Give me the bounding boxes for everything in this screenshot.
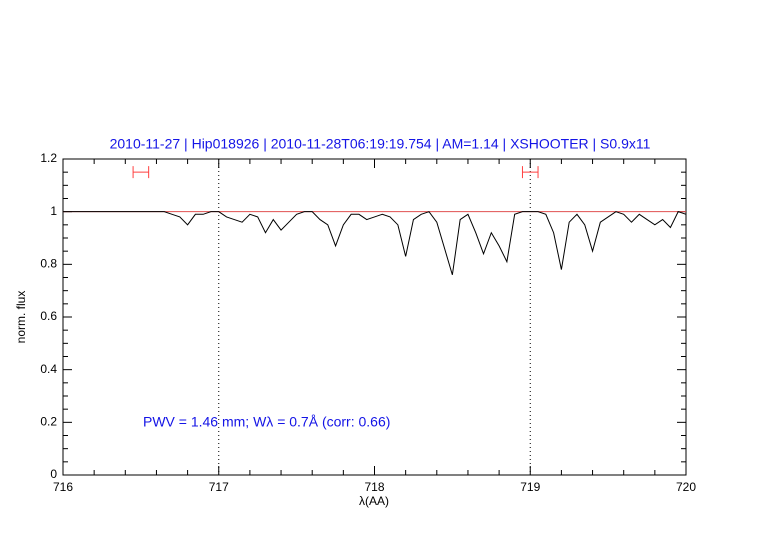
annotation: PWV = 1.46 mm; Wλ = 0.7Å (corr: 0.66) — [143, 414, 390, 430]
x-tick-label: 716 — [53, 480, 73, 494]
y-tick-label: 1.2 — [40, 151, 57, 165]
x-tick-label: 719 — [520, 480, 540, 494]
y-tick-label: 0.4 — [40, 362, 57, 376]
spectrum-line — [63, 211, 687, 276]
x-tick-label: 718 — [364, 480, 384, 494]
x-tick-label: 720 — [676, 480, 696, 494]
y-tick-label: 0.8 — [40, 257, 57, 271]
y-axis-label: norm. flux — [14, 291, 28, 344]
range-marker — [521, 166, 539, 179]
y-tick-label: 1 — [50, 204, 57, 218]
range-marker — [132, 166, 150, 179]
x-tick-label: 717 — [209, 480, 229, 494]
chart-title: 2010-11-27 | Hip018926 | 2010-11-28T06:1… — [110, 136, 651, 152]
y-tick-label: 0.2 — [40, 415, 57, 429]
y-tick-label: 0 — [50, 467, 57, 481]
x-axis-label: λ(AA) — [359, 494, 389, 508]
y-tick-label: 0.6 — [40, 309, 57, 323]
